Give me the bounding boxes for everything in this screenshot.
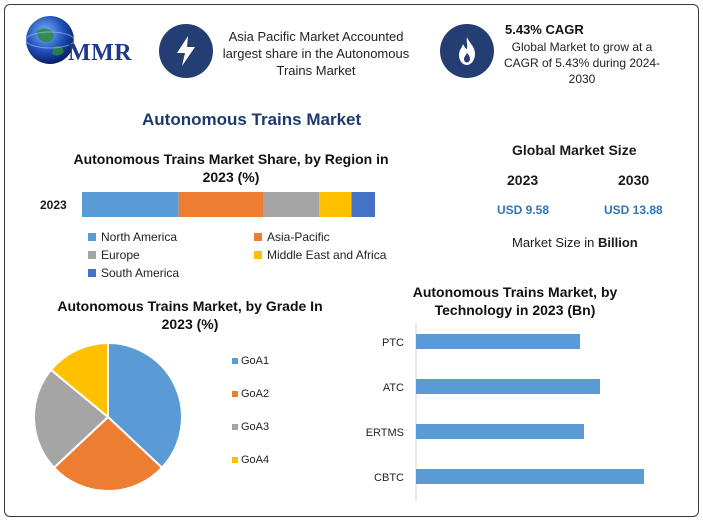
global-market-title: Global Market Size	[512, 142, 637, 158]
tech-label-ertms: ERTMS	[366, 427, 404, 439]
flame-icon	[459, 37, 475, 65]
pie-legend-label-goa2: GoA2	[241, 388, 269, 400]
tech-bar-atc	[416, 379, 600, 394]
cagr-icon-circle	[440, 24, 494, 78]
logo-text: MMR	[68, 40, 133, 66]
tech-bar-ertms	[416, 424, 584, 439]
tech-label-cbtc: CBTC	[374, 472, 404, 484]
legend-label: Middle East and Africa	[267, 248, 387, 262]
main-title: Autonomous Trains Market	[142, 110, 362, 129]
legend-label: Europe	[101, 248, 140, 262]
legend-north-america: North America	[88, 230, 177, 244]
pie-legend-swatch-goa3	[232, 424, 238, 430]
tech-label-atc: ATC	[383, 382, 404, 394]
tech-bar-ptc	[416, 334, 580, 349]
legend-swatch	[88, 269, 96, 277]
region-category-label: 2023	[40, 198, 67, 212]
legend-label: Asia-Pacific	[267, 230, 330, 244]
globe-icon	[25, 16, 75, 64]
grade-chart-title: Autonomous Trains Market, by Grade In 20…	[57, 298, 323, 332]
mmr-logo: MMR	[22, 12, 142, 74]
global-market-value-2030: USD 13.88	[604, 203, 663, 217]
legend-swatch	[88, 251, 96, 259]
region-bar-segment-south-america	[351, 192, 375, 217]
highlight-text: Asia Pacific Market Accounted largest sh…	[222, 29, 410, 78]
global-market-unit: Market Size in Billion	[512, 235, 638, 250]
global-market-value-2023: USD 9.58	[497, 203, 550, 217]
legend-label: South America	[101, 266, 180, 280]
legend-middle-east-africa: Middle East and Africa	[254, 248, 386, 262]
pie-legend-swatch-goa2	[232, 391, 238, 397]
cagr-text: Global Market to grow at a CAGR of 5.43%…	[503, 40, 661, 86]
pie-legend-label-goa1: GoA1	[241, 355, 269, 367]
region-bar-segment-asia-pacific	[178, 192, 264, 217]
legend-label: North America	[101, 230, 178, 244]
region-bar-segment-europe	[263, 192, 320, 217]
technology-chart-title: Autonomous Trains Market, by Technology …	[412, 284, 618, 318]
lightning-icon	[177, 36, 195, 66]
legend-swatch	[88, 233, 96, 241]
region-bar-segment-middle-east-and-africa	[319, 192, 352, 217]
legend-south-america: South America	[88, 266, 179, 280]
region-chart-title: Autonomous Trains Market Share, by Regio…	[73, 151, 389, 185]
legend-asia-pacific: Asia-Pacific	[254, 230, 330, 244]
legend-swatch	[254, 251, 262, 259]
pie-legend-swatch-goa1	[232, 358, 238, 364]
unit-bold: Billion	[597, 235, 638, 250]
pie-legend-label-goa3: GoA3	[241, 421, 269, 433]
pie-legend-label-goa4: GoA4	[241, 454, 269, 466]
infographic-frame	[4, 4, 699, 517]
pie-legend-swatch-goa4	[232, 457, 238, 463]
highlight-icon-circle	[159, 24, 213, 78]
legend-swatch	[254, 233, 262, 241]
region-bar-segment-north-america	[82, 192, 179, 217]
pie-slice-goa3	[33, 368, 110, 470]
pie-slice-goa4	[49, 341, 109, 420]
legend-europe: Europe	[88, 248, 140, 262]
cagr-title: 5.43% CAGR	[505, 22, 584, 37]
pie-slice-goa1	[107, 341, 183, 470]
unit-prefix: Market Size in	[512, 235, 598, 250]
tech-label-ptc: PTC	[382, 337, 404, 349]
tech-bar-cbtc	[416, 469, 644, 484]
pie-slice-goa2	[52, 415, 164, 492]
global-market-year-2030: 2030	[618, 172, 650, 188]
global-market-year-2023: 2023	[507, 172, 539, 188]
